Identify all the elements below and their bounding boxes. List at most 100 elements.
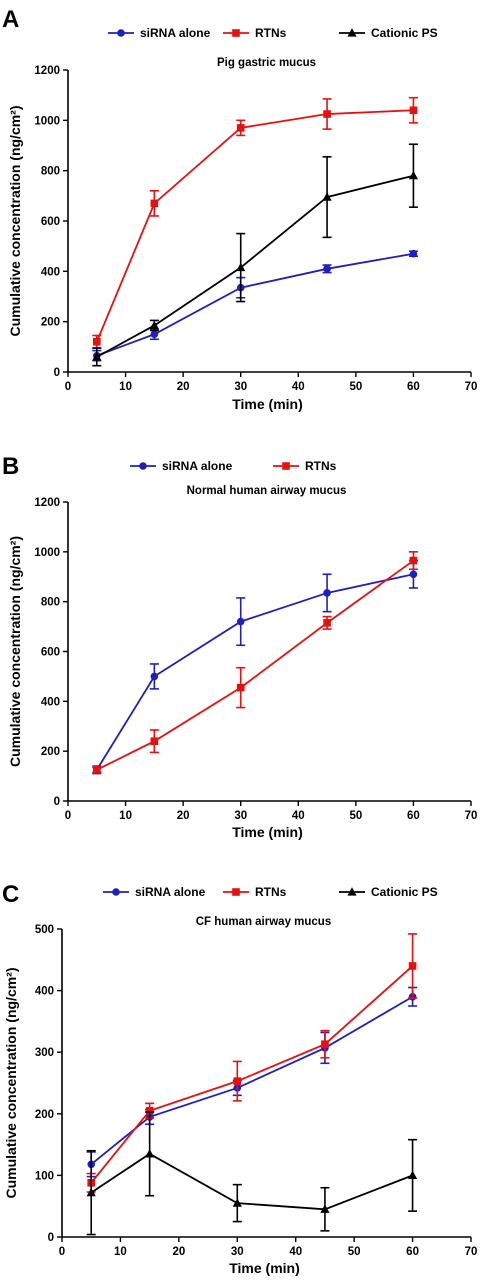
x-tick-label: 60 <box>406 1246 419 1258</box>
x-axis-label: Time (min) <box>232 824 303 840</box>
legend-label-rtns: RTNs <box>255 885 287 899</box>
data-point-cationic-ps <box>149 320 159 330</box>
x-tick-label: 40 <box>289 1246 302 1258</box>
legend-marker-cationic-ps <box>347 28 357 37</box>
y-tick-label: 200 <box>41 746 60 758</box>
y-tick-label: 200 <box>41 317 60 329</box>
data-point-rtns <box>150 737 159 745</box>
x-tick-label: 20 <box>177 381 190 393</box>
series-line-sirna-alone <box>96 252 414 357</box>
y-tick-label: 400 <box>41 266 60 278</box>
y-tick-label: 500 <box>35 924 54 936</box>
data-point-cationic-ps <box>407 1170 418 1179</box>
y-axis-label: Cumulative concentration (ng/cm²) <box>7 536 23 767</box>
data-point-sirna-alone <box>323 265 331 273</box>
x-tick-label: 10 <box>119 381 132 393</box>
y-tick-label: 600 <box>41 216 60 228</box>
data-point-cationic-ps <box>320 1204 330 1213</box>
chart-title: Normal human airway mucus <box>187 485 347 497</box>
x-tick-label: 50 <box>349 381 362 393</box>
x-tick-label: 50 <box>349 810 362 822</box>
y-tick-label: 1200 <box>34 65 60 77</box>
y-tick-label: 1000 <box>34 547 60 559</box>
x-tick-label: 40 <box>292 381 305 393</box>
x-tick-label: 0 <box>65 810 71 822</box>
series-rtns <box>92 551 418 774</box>
x-tick-label: 70 <box>465 381 478 393</box>
legend-label-cationic-ps: Cationic PS <box>371 885 438 899</box>
data-point-cationic-ps <box>145 1149 155 1158</box>
series-line-cationic-ps <box>90 1152 413 1211</box>
y-tick-label: 400 <box>35 986 54 998</box>
data-point-sirna-alone <box>323 589 331 597</box>
legend-marker-rtns <box>232 888 240 896</box>
legend-label-sirna-alone: siRNA alone <box>140 26 211 40</box>
data-point-rtns <box>323 619 331 627</box>
data-point-rtns <box>236 124 245 132</box>
series-line-cationic-ps <box>96 174 414 358</box>
legend-label-rtns: RTNs <box>305 459 337 473</box>
data-point-cationic-ps <box>86 1187 96 1197</box>
series-line-rtns <box>95 109 414 343</box>
x-tick-label: 10 <box>114 1246 127 1258</box>
data-point-rtns <box>323 110 331 118</box>
legend-marker-sirna-alone <box>139 462 147 470</box>
data-point-sirna-alone <box>409 249 418 258</box>
data-point-rtns <box>409 556 418 565</box>
data-point-sirna-alone <box>150 672 159 681</box>
x-tick-label: 0 <box>59 1246 65 1258</box>
panel-letter: C <box>2 881 19 908</box>
y-tick-label: 0 <box>54 367 60 379</box>
legend-marker-rtns <box>232 29 240 37</box>
data-point-cationic-ps <box>236 262 246 272</box>
series-sirna-alone <box>92 249 418 362</box>
data-point-rtns <box>233 1077 242 1085</box>
series-rtns <box>86 933 418 1193</box>
series-rtns <box>92 96 418 349</box>
x-axis-label: Time (min) <box>229 1260 300 1276</box>
legend-marker-sirna-alone <box>112 888 120 896</box>
y-tick-label: 0 <box>48 1232 54 1244</box>
legend-marker-sirna-alone <box>117 29 125 37</box>
y-tick-label: 1000 <box>34 115 60 127</box>
data-point-sirna-alone <box>409 570 418 579</box>
x-tick-label: 60 <box>407 381 420 393</box>
panel-letter: B <box>2 453 19 480</box>
x-tick-label: 10 <box>119 810 132 822</box>
y-tick-label: 0 <box>54 796 60 808</box>
y-tick-label: 600 <box>41 647 60 659</box>
x-tick-label: 30 <box>234 810 247 822</box>
data-point-rtns <box>92 766 101 774</box>
legend-label-cationic-ps: Cationic PS <box>371 26 438 40</box>
y-axis-label: Cumulative concentration (ng/cm²) <box>7 105 23 336</box>
series-sirna-alone <box>86 986 418 1178</box>
y-tick-label: 1200 <box>34 497 60 509</box>
x-tick-label: 60 <box>407 810 420 822</box>
series-cationic-ps <box>92 143 419 367</box>
data-point-sirna-alone <box>150 330 159 339</box>
x-tick-label: 50 <box>348 1246 361 1258</box>
series-cationic-ps <box>86 1111 418 1236</box>
data-point-rtns <box>409 106 418 115</box>
x-tick-label: 0 <box>65 381 71 393</box>
data-point-cationic-ps <box>232 1198 242 1207</box>
y-tick-label: 800 <box>41 597 60 609</box>
data-point-sirna-alone <box>236 617 245 626</box>
series-line-rtns <box>96 559 414 771</box>
legend-label-sirna-alone: siRNA alone <box>162 459 233 473</box>
y-tick-label: 200 <box>35 1109 54 1121</box>
x-tick-label: 20 <box>177 810 190 822</box>
x-tick-label: 30 <box>231 1246 244 1258</box>
legend-label-sirna-alone: siRNA alone <box>135 885 206 899</box>
panel-letter: A <box>2 6 19 33</box>
data-point-rtns <box>92 338 101 346</box>
data-point-rtns <box>408 962 417 970</box>
data-point-cationic-ps <box>322 192 332 201</box>
data-point-rtns <box>145 1106 154 1115</box>
legend-marker-cationic-ps <box>347 887 357 896</box>
series-line-sirna-alone <box>90 995 414 1166</box>
